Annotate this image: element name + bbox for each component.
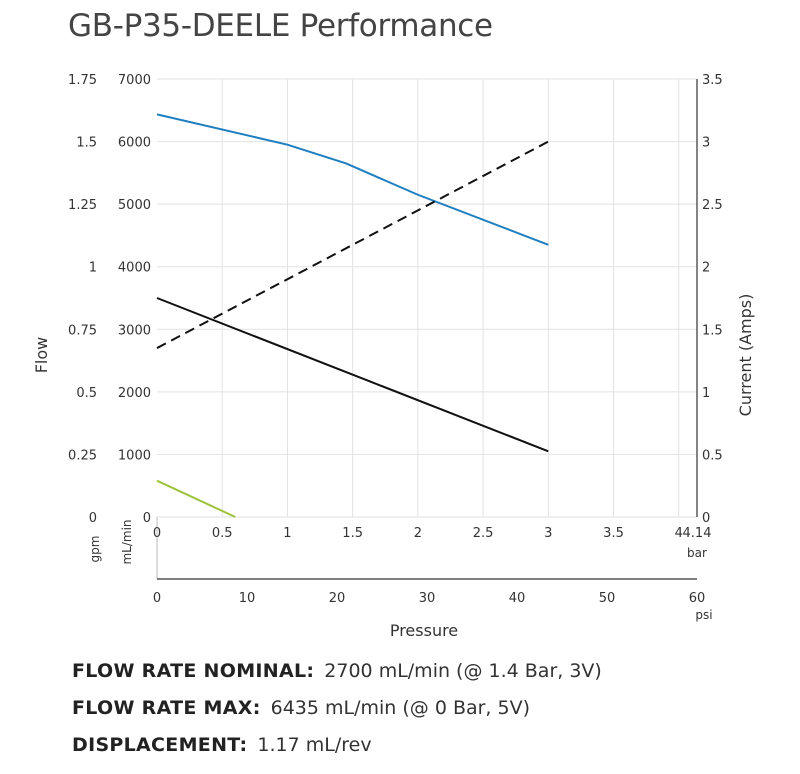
spec-list: FLOW RATE NOMINAL: 2700 mL/min (@ 1.4 Bar…: [72, 658, 602, 769]
ml-min-tick-label: 1000: [118, 448, 151, 463]
spec-key: DISPLACEMENT:: [72, 734, 248, 756]
ml-min-tick-label: 5000: [118, 198, 151, 213]
current-tick-label: 0: [702, 511, 710, 526]
ml-min-tick-label: 7000: [118, 73, 151, 88]
ml-min-tick-label: 6000: [118, 136, 151, 151]
gpm-tick-label: 1.5: [76, 136, 97, 151]
performance-chart: 0100020003000400050006000700000.250.50.7…: [32, 73, 755, 640]
spec-key: FLOW RATE NOMINAL:: [72, 660, 315, 682]
psi-tick-label: 20: [329, 591, 346, 606]
y-axis-title-left: Flow: [32, 337, 51, 374]
bar-tick-label: 3: [544, 526, 552, 541]
current-tick-label: 2: [702, 261, 710, 276]
current-tick-label: 2.5: [702, 198, 723, 213]
current-tick-label: 1: [702, 386, 710, 401]
series-line-3: [156, 479, 236, 518]
bar-tick-label: 4.14: [683, 526, 712, 541]
ml-min-tick-label: 4000: [118, 261, 151, 276]
bar-tick-label: 2: [414, 526, 422, 541]
spec-value: 6435 mL/min (@ 0 Bar, 5V): [270, 697, 531, 719]
spec-displacement: DISPLACEMENT: 1.17 mL/rev: [72, 732, 602, 758]
spec-value: 2700 mL/min (@ 1.4 Bar, 3V): [324, 660, 602, 682]
spec-value: 1.17 mL/rev: [257, 734, 372, 756]
gpm-tick-label: 0.25: [68, 448, 97, 463]
gpm-tick-label: 1: [89, 261, 97, 276]
gpm-unit-label: gpm: [88, 536, 102, 563]
gpm-tick-label: 1.75: [68, 73, 97, 88]
spec-flow-rate-max: FLOW RATE MAX: 6435 mL/min (@ 0 Bar, 5V): [72, 695, 602, 721]
psi-tick-label: 60: [689, 591, 706, 606]
current-tick-label: 0.5: [702, 448, 723, 463]
bar-tick-label: 1.5: [342, 526, 363, 541]
bar-tick-label: 3.5: [603, 526, 624, 541]
ml-min-tick-label: 2000: [118, 386, 151, 401]
x-axis-title: Pressure: [390, 621, 458, 640]
psi-unit-label: psi: [695, 608, 712, 622]
current-tick-label: 1.5: [702, 323, 723, 338]
chart-title: GB-P35-DEELE Performance: [68, 8, 493, 44]
bar-tick-label: 0: [153, 526, 161, 541]
gpm-tick-label: 0: [89, 511, 97, 526]
series-line-1: [156, 140, 549, 349]
ml-min-unit-label: mL/min: [120, 519, 134, 564]
current-tick-label: 3.5: [702, 73, 723, 88]
spec-flow-rate-nominal: FLOW RATE NOMINAL: 2700 mL/min (@ 1.4 Bar…: [72, 658, 602, 684]
gpm-tick-label: 0.75: [68, 323, 97, 338]
bar-tick-label: 0.5: [212, 526, 233, 541]
series-line-2: [156, 297, 549, 453]
bar-tick-label: 4: [675, 526, 683, 541]
psi-tick-label: 30: [419, 591, 436, 606]
bar-tick-label: 2.5: [473, 526, 494, 541]
current-tick-label: 3: [702, 136, 710, 151]
y-axis-title-right: Current (Amps): [736, 294, 755, 417]
gpm-tick-label: 0.5: [76, 386, 97, 401]
ml-min-tick-label: 0: [143, 511, 151, 526]
spec-key: FLOW RATE MAX:: [72, 697, 261, 719]
bar-tick-label: 1: [283, 526, 291, 541]
psi-tick-label: 40: [509, 591, 526, 606]
psi-tick-label: 50: [599, 591, 616, 606]
psi-tick-label: 10: [239, 591, 256, 606]
series-line-0: [156, 113, 549, 246]
ml-min-tick-label: 3000: [118, 323, 151, 338]
bar-unit-label: bar: [687, 546, 707, 560]
gpm-tick-label: 1.25: [68, 198, 97, 213]
psi-tick-label: 0: [153, 591, 161, 606]
